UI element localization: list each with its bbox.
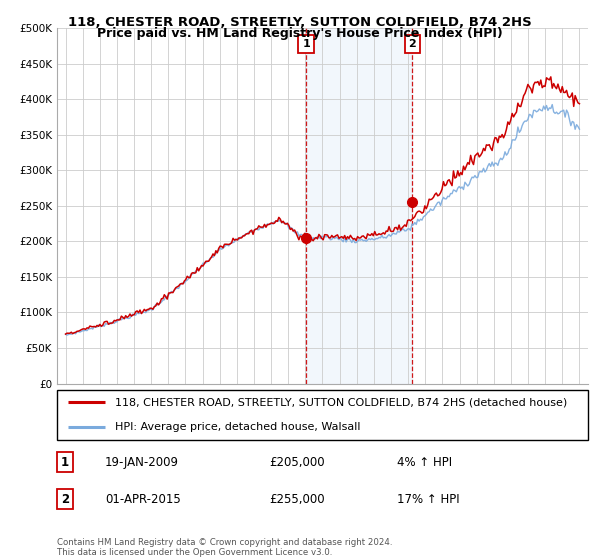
FancyBboxPatch shape (57, 390, 588, 440)
Text: 17% ↑ HPI: 17% ↑ HPI (397, 493, 460, 506)
Text: 118, CHESTER ROAD, STREETLY, SUTTON COLDFIELD, B74 2HS (detached house): 118, CHESTER ROAD, STREETLY, SUTTON COLD… (115, 397, 568, 407)
Text: Price paid vs. HM Land Registry's House Price Index (HPI): Price paid vs. HM Land Registry's House … (97, 27, 503, 40)
Text: 1: 1 (61, 456, 69, 469)
Text: 19-JAN-2009: 19-JAN-2009 (105, 456, 179, 469)
Text: 118, CHESTER ROAD, STREETLY, SUTTON COLDFIELD, B74 2HS: 118, CHESTER ROAD, STREETLY, SUTTON COLD… (68, 16, 532, 29)
Text: 01-APR-2015: 01-APR-2015 (105, 493, 181, 506)
Text: £205,000: £205,000 (269, 456, 325, 469)
Bar (306, 28, 412, 384)
Text: 4% ↑ HPI: 4% ↑ HPI (397, 456, 452, 469)
Text: 2: 2 (61, 493, 69, 506)
Text: HPI: Average price, detached house, Walsall: HPI: Average price, detached house, Wals… (115, 422, 361, 432)
Text: 2: 2 (409, 39, 416, 49)
Text: Contains HM Land Registry data © Crown copyright and database right 2024.
This d: Contains HM Land Registry data © Crown c… (57, 538, 392, 557)
Text: £255,000: £255,000 (269, 493, 325, 506)
Text: 1: 1 (302, 39, 310, 49)
